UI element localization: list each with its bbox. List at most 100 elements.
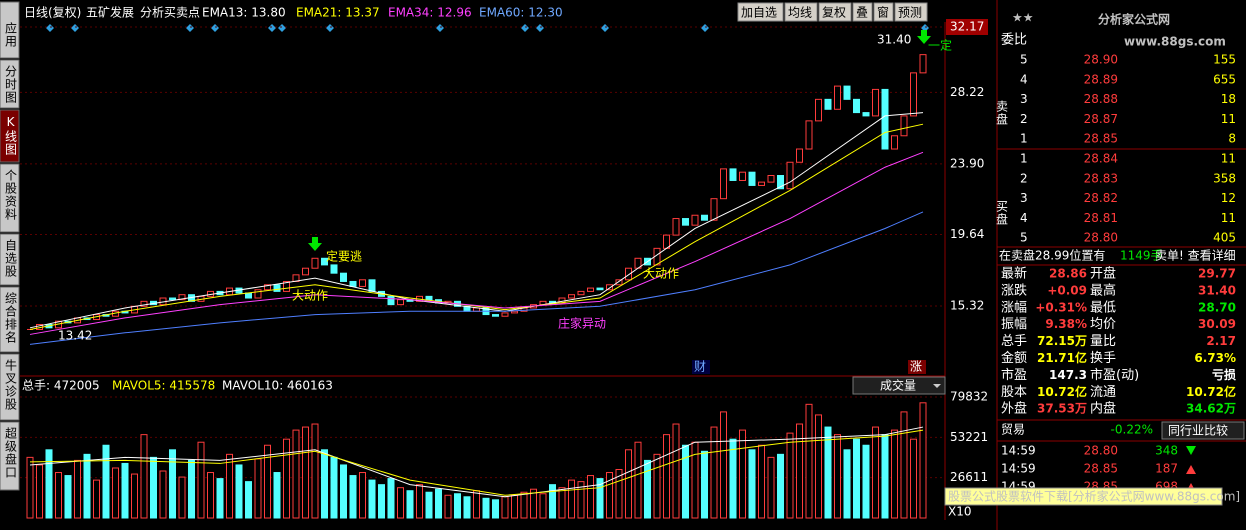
volume-bar: [482, 497, 490, 519]
toolbar-button[interactable]: [873, 2, 894, 22]
quote-label: 涨跌: [1001, 282, 1027, 298]
volume-bar: [283, 438, 290, 519]
side-tab-label[interactable]: 综合排名: [4, 292, 18, 344]
toolbar-button[interactable]: [784, 2, 818, 22]
volume-bar: [226, 453, 233, 519]
volume-bar: [615, 468, 623, 519]
quote-value: 6.73%: [1194, 351, 1236, 365]
toolbar-label[interactable]: 窗: [877, 6, 889, 20]
candle: [349, 280, 357, 287]
side-tab-label[interactable]: 牛叉诊股: [4, 358, 18, 411]
side-tab[interactable]: [0, 286, 20, 353]
candle: [843, 85, 851, 100]
side-tab[interactable]: [0, 59, 20, 109]
candle: [321, 257, 328, 266]
compare-label[interactable]: 同行业比较: [1168, 423, 1228, 438]
volume-bar: [397, 487, 404, 519]
toolbar-button[interactable]: [852, 2, 873, 22]
dropdown-label[interactable]: 成交量: [880, 378, 916, 393]
trade-arrow: [1186, 465, 1196, 474]
signal-icon: [521, 24, 529, 32]
book-price: 28.83: [1084, 171, 1118, 185]
candle: [596, 287, 604, 291]
side-tab-label[interactable]: 自选股: [4, 239, 18, 278]
candle: [824, 98, 832, 110]
signal-icon: [211, 24, 219, 32]
side-tab-label[interactable]: 超级盘口: [4, 426, 18, 479]
notice-link[interactable]: 卖单! 查看详细: [1155, 248, 1236, 263]
indicator-dropdown[interactable]: [852, 376, 946, 395]
side-tab[interactable]: [0, 233, 20, 286]
candle: [701, 214, 708, 221]
notice-volume[interactable]: 1149手: [1120, 249, 1163, 263]
signal-row: [46, 24, 929, 32]
book-level: 2: [1020, 171, 1028, 185]
candle: [359, 279, 366, 287]
volume-bar: [26, 456, 34, 519]
side-tab[interactable]: [0, 353, 20, 421]
signal-icon: [278, 24, 286, 32]
banner[interactable]: [944, 487, 1223, 506]
candle: [758, 181, 765, 186]
volume-bar: [378, 484, 385, 519]
book-volume: 155: [1213, 53, 1236, 67]
toolbar-label[interactable]: 叠: [856, 6, 868, 20]
trade-volume: 348: [1155, 444, 1178, 458]
side-tab[interactable]: [0, 163, 20, 233]
compare-button[interactable]: [1161, 421, 1245, 440]
volume-bar: [131, 473, 138, 519]
book-price: 28.85: [1084, 132, 1118, 146]
book-volume: 18: [1221, 92, 1236, 106]
candle: [729, 168, 737, 181]
candle: [577, 290, 585, 296]
candle: [786, 161, 794, 190]
quote-label: 金额: [1001, 350, 1027, 366]
toolbar-label[interactable]: 预测: [898, 6, 922, 20]
volume-bar: [55, 472, 62, 519]
toolbar-button[interactable]: [737, 2, 784, 22]
toolbar-label[interactable]: 加自选: [741, 6, 777, 20]
volume-bar: [739, 429, 746, 519]
volume-bar: [682, 444, 689, 519]
arrow-icon: [308, 237, 322, 251]
volume-bar: [45, 449, 53, 519]
volume-bar: [748, 449, 756, 519]
sector-name: 贸易: [1001, 423, 1025, 437]
candle: [587, 287, 594, 292]
volume-bar: [710, 426, 718, 519]
side-tab-label[interactable]: K线图: [4, 115, 18, 156]
toolbar-label[interactable]: 均线: [788, 6, 812, 20]
quote-value: 2.17: [1206, 334, 1236, 348]
volume-bar: [264, 444, 271, 519]
candle: [834, 85, 841, 110]
volume-bar: [254, 458, 262, 519]
volume-bar: [36, 464, 43, 519]
volume-bar: [330, 456, 338, 519]
volume-bar: [340, 464, 347, 519]
toolbar-label[interactable]: 复权: [822, 6, 846, 20]
notice: 在卖盘28.99位置有: [999, 248, 1105, 263]
toolbar-button[interactable]: [894, 2, 928, 22]
annotation: 定要逃: [326, 249, 362, 264]
quote-label: 市盈(动): [1090, 367, 1139, 383]
side-tab[interactable]: [0, 1, 20, 59]
volume-bar: [302, 426, 309, 519]
volume-bar: [311, 423, 319, 519]
volume-bar: [881, 434, 889, 519]
side-tab[interactable]: [0, 109, 20, 163]
quote-label: 开盘: [1090, 266, 1116, 282]
candle: [720, 168, 727, 200]
banner-text[interactable]: 股票公式股票软件下载[分析家公式网www.88gs.com]: [948, 489, 1240, 504]
side-tab-label[interactable]: 应用: [4, 21, 18, 48]
book-price: 28.80: [1084, 231, 1118, 245]
quote-label: 均价: [1090, 317, 1116, 332]
book-price: 28.87: [1084, 112, 1118, 126]
volume-bar: [93, 479, 100, 519]
side-tab-label[interactable]: 个股资料: [4, 169, 18, 221]
volume-bar: [625, 449, 632, 519]
side-tab-label[interactable]: 分时图: [4, 65, 18, 104]
volume-bar: [178, 476, 186, 519]
side-tab[interactable]: [0, 421, 20, 491]
toolbar-button[interactable]: [818, 2, 852, 22]
